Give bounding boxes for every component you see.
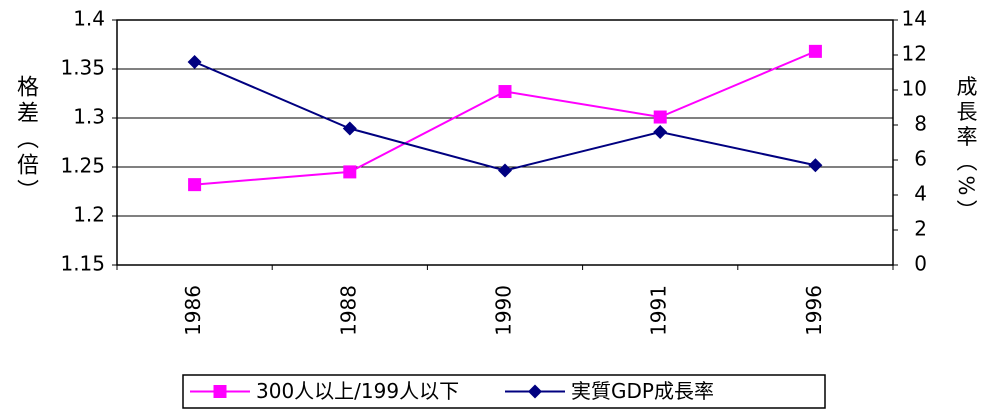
marker xyxy=(653,110,667,124)
plot-border xyxy=(116,19,894,266)
legend-box xyxy=(182,374,826,409)
marker xyxy=(188,178,202,192)
marker xyxy=(808,44,822,58)
y2-tick-label: 6 xyxy=(914,147,927,171)
y2-tick-label: 12 xyxy=(902,42,927,66)
y2-tick-label: 0 xyxy=(914,252,927,276)
marker xyxy=(498,163,512,178)
y-tick-label: 1.15 xyxy=(60,252,105,276)
y-tick-label: 1.25 xyxy=(60,154,105,178)
y2-tick-label: 8 xyxy=(914,112,927,136)
y2-tick-label: 10 xyxy=(902,77,927,101)
marker xyxy=(653,125,668,139)
marker xyxy=(343,165,357,179)
y2-tick-label: 14 xyxy=(902,7,927,31)
x-tick-label: 1991 xyxy=(647,285,671,336)
y-tick-label: 1.2 xyxy=(73,203,105,227)
y2-axis-label: 成長率（%） xyxy=(954,76,978,225)
x-tick-label: 1990 xyxy=(492,285,516,336)
marker xyxy=(187,55,202,69)
x-tick-label: 1996 xyxy=(802,285,826,336)
marker xyxy=(498,85,512,99)
y-tick-label: 1.35 xyxy=(60,56,105,80)
y2-tick-label: 4 xyxy=(914,182,927,206)
y-tick-label: 1.3 xyxy=(73,105,105,129)
legend-marker xyxy=(213,385,227,398)
y-tick-label: 1.4 xyxy=(73,7,105,31)
x-tick-label: 1986 xyxy=(181,285,205,336)
y2-tick-label: 2 xyxy=(914,217,927,241)
marker xyxy=(808,158,823,173)
marker xyxy=(342,121,357,136)
legend-marker xyxy=(528,384,542,399)
y-axis-label: 格差（倍） xyxy=(13,75,39,205)
legend-label: 300人以上/199人以下 xyxy=(256,379,459,403)
legend-label: 実質GDP成長率 xyxy=(571,379,714,403)
series-line xyxy=(194,61,816,172)
x-tick-label: 1988 xyxy=(336,285,360,336)
